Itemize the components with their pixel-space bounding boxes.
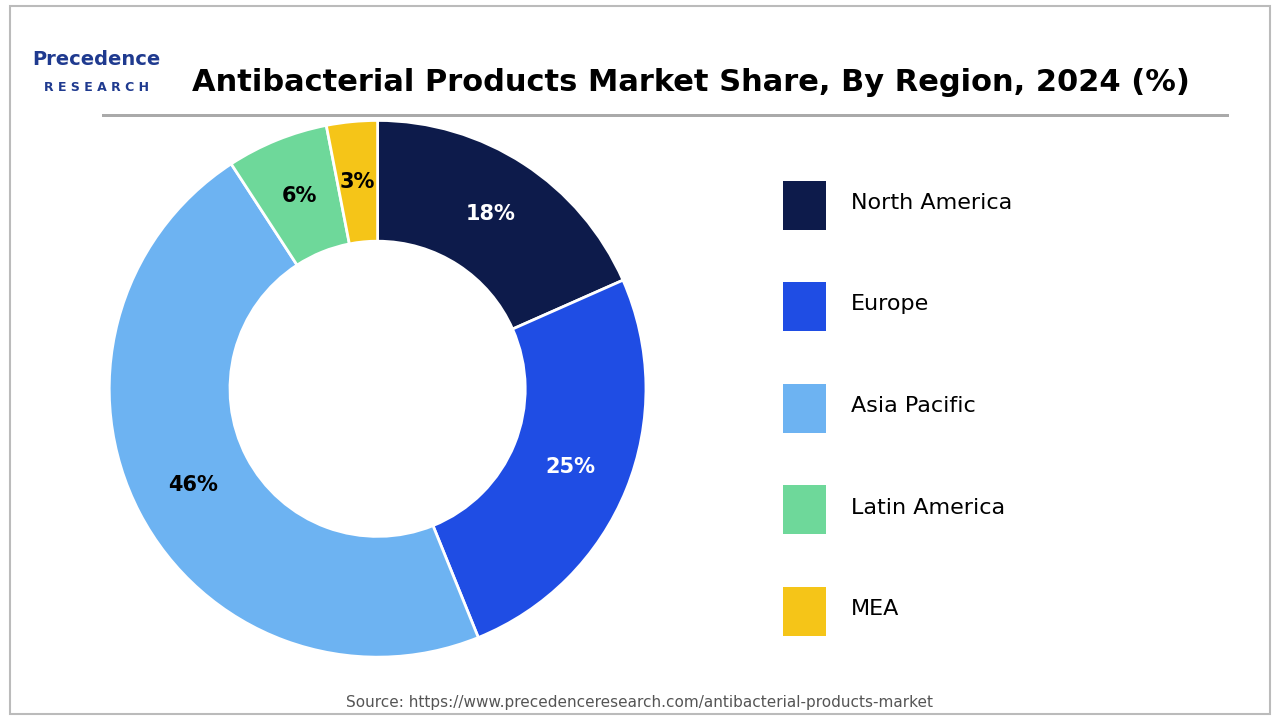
Text: Asia Pacific: Asia Pacific [851, 396, 975, 416]
Text: 25%: 25% [545, 457, 595, 477]
Text: MEA: MEA [851, 599, 899, 619]
Bar [782, 587, 827, 636]
Wedge shape [326, 120, 378, 244]
Wedge shape [378, 120, 623, 329]
Text: Europe: Europe [851, 294, 929, 315]
Bar [782, 181, 827, 230]
Text: R E S E A R C H: R E S E A R C H [44, 81, 148, 94]
Text: 3%: 3% [340, 172, 375, 192]
Bar [782, 485, 827, 534]
Bar [782, 282, 827, 331]
Text: Precedence: Precedence [32, 50, 160, 68]
Text: Latin America: Latin America [851, 498, 1005, 518]
Text: Source: https://www.precedenceresearch.com/antibacterial-products-market: Source: https://www.precedenceresearch.c… [347, 695, 933, 709]
Text: 6%: 6% [282, 186, 317, 206]
Wedge shape [433, 280, 646, 637]
Text: 46%: 46% [168, 475, 218, 495]
Text: Antibacterial Products Market Share, By Region, 2024 (%): Antibacterial Products Market Share, By … [192, 68, 1190, 97]
Text: 18%: 18% [466, 204, 516, 225]
Text: North America: North America [851, 193, 1012, 212]
Bar [782, 384, 827, 433]
Wedge shape [232, 125, 349, 265]
Wedge shape [109, 164, 479, 657]
